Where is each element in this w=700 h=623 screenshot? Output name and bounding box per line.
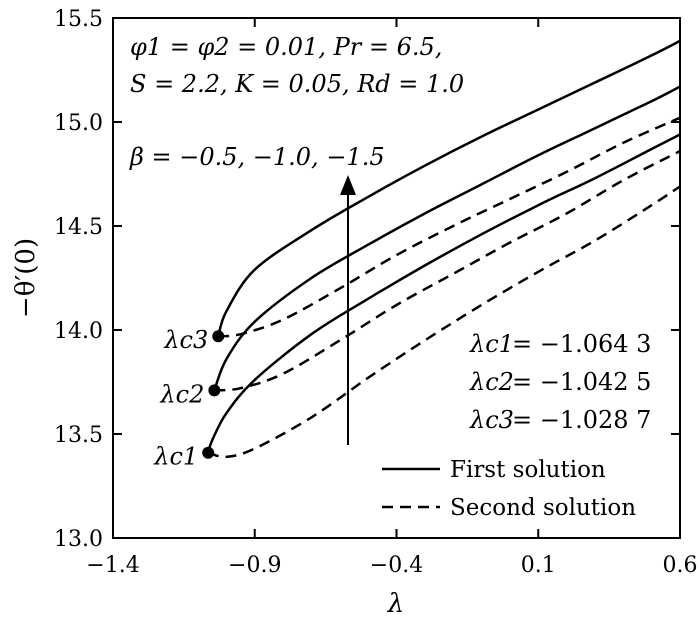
critical-point-λc2 <box>208 384 221 397</box>
critical-point-label-λc1: λc1 <box>153 443 198 471</box>
legend-label-second: Second solution <box>450 495 636 521</box>
x-tick-label-4: 0.6 <box>663 553 698 578</box>
critical-point-labels: λc3 λc2 λc1 <box>153 326 208 470</box>
y-tick-label-1: 13.5 <box>54 423 103 448</box>
critical-value-1: = −1.064 3 <box>512 330 651 358</box>
beta-arrow-head <box>340 175 356 195</box>
series-3-solid-line <box>213 85 681 391</box>
series-6-dashed-line <box>207 185 681 459</box>
series-5-solid-line <box>206 133 681 454</box>
critical-value-3: = −1.028 7 <box>512 406 651 434</box>
critical-values-list: λc1 = −1.064 3 λc2 = −1.042 5 λc3 = −1.0… <box>469 330 651 434</box>
critical-name-2: λc2 <box>469 368 514 396</box>
y-tick-label-4: 15.0 <box>54 111 103 136</box>
critical-point-label-λc2: λc2 <box>159 380 204 408</box>
critical-name-1: λc1 <box>469 330 514 358</box>
y-tick-label-0: 13.0 <box>54 527 103 552</box>
series-2-dashed-line <box>218 116 681 338</box>
legend-label-first: First solution <box>450 457 606 483</box>
x-tick-label-2: −0.4 <box>370 553 423 578</box>
curves-group <box>206 39 681 459</box>
critical-point-label-λc3: λc3 <box>163 326 208 354</box>
y-tick-label-5: 15.5 <box>54 7 103 32</box>
legend: First solution Second solution <box>382 457 636 521</box>
x-tick-label-0: −1.4 <box>86 553 139 578</box>
x-tick-label-3: 0.1 <box>521 553 556 578</box>
y-tick-label-3: 14.5 <box>54 215 103 240</box>
ticks-group: −1.4 −0.9 −0.4 0.1 0.6 13.0 13.5 14.0 14.5 15.0 15… <box>54 7 697 578</box>
critical-point-λc3 <box>212 330 225 343</box>
critical-name-3: λc3 <box>469 406 514 434</box>
critical-points-group <box>202 330 225 459</box>
series-1-solid-line <box>217 39 681 337</box>
y-tick-label-2: 14.0 <box>54 319 103 344</box>
params-line-2: S = 2.2, K = 0.05, Rd = 1.0 <box>130 70 464 98</box>
x-axis-title: λ <box>387 589 404 619</box>
critical-point-λc1 <box>202 446 215 459</box>
x-tick-label-1: −0.9 <box>228 553 281 578</box>
series-4-dashed-line <box>214 149 681 392</box>
critical-value-2: = −1.042 5 <box>512 368 651 396</box>
y-axis-title: −θ′(0) <box>11 238 41 318</box>
params-line-1: φ1 = φ2 = 0.01, Pr = 6.5, <box>130 33 442 61</box>
beta-label: β = −0.5, −1.0, −1.5 <box>129 143 385 171</box>
